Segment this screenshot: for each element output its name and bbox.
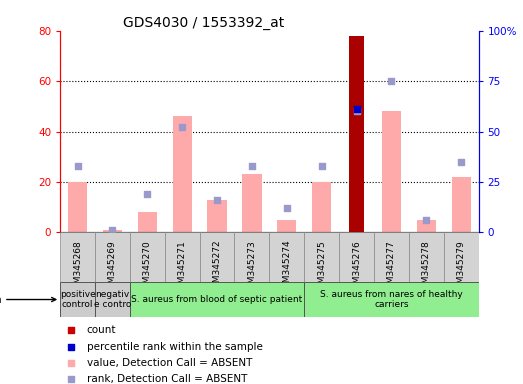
Text: value, Detection Call = ABSENT: value, Detection Call = ABSENT — [87, 358, 252, 368]
Bar — [409, 232, 444, 282]
Text: GSM345277: GSM345277 — [387, 240, 396, 295]
Point — [143, 191, 152, 197]
Text: GSM345279: GSM345279 — [457, 240, 465, 295]
Bar — [349, 36, 365, 232]
Bar — [130, 232, 165, 282]
Bar — [312, 182, 331, 232]
Text: GSM345274: GSM345274 — [282, 240, 291, 295]
Bar — [304, 282, 479, 317]
Bar — [95, 232, 130, 282]
Text: GSM345275: GSM345275 — [317, 240, 326, 295]
Bar — [173, 116, 192, 232]
Bar — [208, 200, 226, 232]
Bar — [130, 282, 304, 317]
Point — [317, 163, 326, 169]
Bar — [138, 212, 157, 232]
Point — [353, 108, 361, 114]
Point — [67, 344, 75, 350]
Text: GSM345278: GSM345278 — [422, 240, 431, 295]
Point — [282, 205, 291, 211]
Text: positive
control: positive control — [60, 290, 96, 309]
Bar — [382, 111, 401, 232]
Point — [248, 163, 256, 169]
Bar — [200, 232, 234, 282]
Point — [422, 217, 430, 223]
Text: GSM345268: GSM345268 — [73, 240, 82, 295]
Bar — [60, 282, 95, 317]
Bar — [374, 232, 409, 282]
Bar — [451, 177, 471, 232]
Text: GSM345276: GSM345276 — [352, 240, 361, 295]
Bar — [269, 232, 304, 282]
Bar — [304, 232, 339, 282]
Bar — [103, 230, 122, 232]
Bar — [165, 232, 200, 282]
Point — [178, 124, 186, 131]
Text: GSM345273: GSM345273 — [247, 240, 256, 295]
Text: S. aureus from nares of healthy
carriers: S. aureus from nares of healthy carriers — [320, 290, 463, 309]
Bar — [277, 220, 297, 232]
Text: GSM345270: GSM345270 — [143, 240, 152, 295]
Point — [67, 328, 75, 334]
Point — [213, 197, 221, 203]
Bar — [444, 232, 479, 282]
Bar — [68, 182, 87, 232]
Point — [108, 227, 117, 233]
Text: GSM345271: GSM345271 — [178, 240, 187, 295]
Point — [457, 159, 465, 165]
Text: percentile rank within the sample: percentile rank within the sample — [87, 342, 263, 352]
Point — [67, 376, 75, 382]
Text: GSM345272: GSM345272 — [212, 240, 222, 295]
Text: rank, Detection Call = ABSENT: rank, Detection Call = ABSENT — [87, 374, 247, 384]
Bar — [95, 282, 130, 317]
Bar — [242, 174, 262, 232]
Bar — [234, 232, 269, 282]
Bar — [339, 232, 374, 282]
Text: negativ
e contro: negativ e contro — [94, 290, 131, 309]
Text: GSM345269: GSM345269 — [108, 240, 117, 295]
Bar — [417, 220, 436, 232]
Point — [67, 360, 75, 366]
Bar — [60, 232, 95, 282]
Point — [387, 78, 395, 84]
Point — [353, 106, 361, 113]
Text: infection: infection — [0, 295, 56, 305]
Text: GDS4030 / 1553392_at: GDS4030 / 1553392_at — [123, 16, 284, 30]
Text: count: count — [87, 326, 116, 336]
Text: S. aureus from blood of septic patient: S. aureus from blood of septic patient — [131, 295, 303, 304]
Point — [73, 163, 82, 169]
